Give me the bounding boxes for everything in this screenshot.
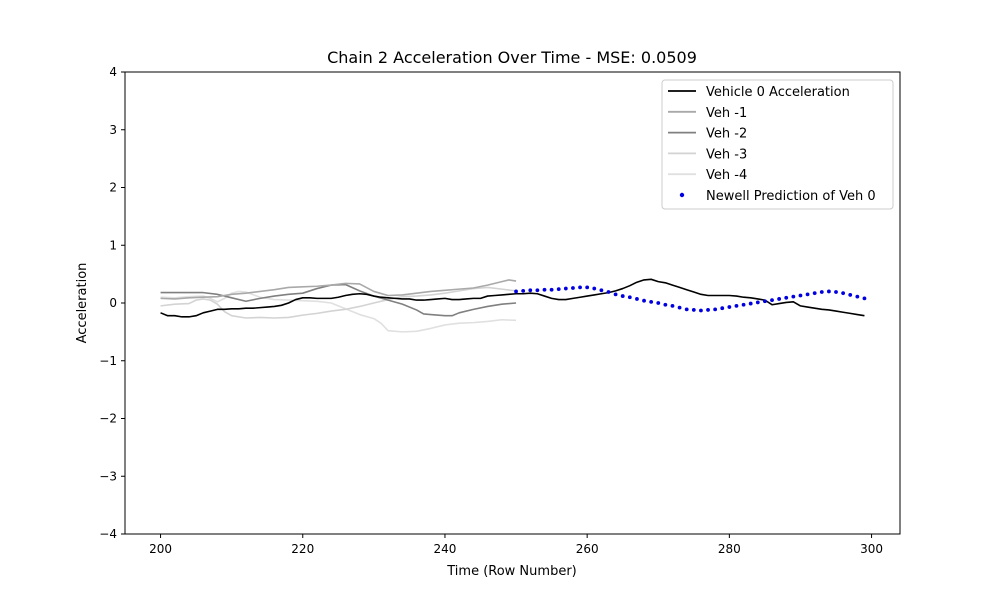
x-axis: 200 220 240 260 280 300 <box>149 534 883 556</box>
x-tick-label: 240 <box>434 542 457 556</box>
x-axis-label: Time (Row Number) <box>446 564 576 579</box>
series-line <box>160 286 517 319</box>
prediction-point <box>613 292 618 297</box>
prediction-point <box>563 286 568 291</box>
legend: Vehicle 0 Acceleration Veh -1 Veh -2 Veh -3… <box>661 79 894 210</box>
prediction-point <box>670 303 675 308</box>
y-tick-label: 3 <box>109 123 117 137</box>
y-tick-label: −3 <box>99 469 117 483</box>
series-layer <box>160 278 867 333</box>
y-axis-label: Acceleration <box>75 263 90 344</box>
x-tick-label: 260 <box>576 542 599 556</box>
prediction-point <box>578 285 582 290</box>
y-axis: −4 −3 −2 −1 0 1 2 3 4 <box>99 65 125 541</box>
y-tick-label: −2 <box>99 412 117 426</box>
prediction-point <box>699 308 703 313</box>
prediction-point <box>514 289 518 294</box>
prediction-point <box>791 294 796 299</box>
prediction-point <box>848 293 853 297</box>
prediction-point <box>706 308 710 312</box>
legend-label: Vehicle 0 Acceleration <box>706 85 850 100</box>
legend-label: Veh -4 <box>706 168 747 183</box>
prediction-point <box>599 288 604 293</box>
series-line <box>160 290 517 333</box>
prediction-point <box>727 305 732 309</box>
prediction-point <box>627 295 632 300</box>
prediction-point <box>748 301 753 306</box>
prediction-point <box>819 290 824 294</box>
prediction-point <box>535 288 540 293</box>
prediction-point <box>620 294 625 298</box>
y-tick-label: 0 <box>109 296 117 310</box>
x-tick-label: 200 <box>149 542 172 556</box>
series-line <box>160 278 865 318</box>
prediction-point <box>784 295 789 300</box>
prediction-point <box>556 287 561 292</box>
legend-label: Veh -1 <box>706 106 747 121</box>
plot-area <box>124 71 901 535</box>
prediction-point <box>521 288 526 293</box>
prediction-point <box>770 298 774 303</box>
legend-label: Veh -2 <box>706 127 747 142</box>
prediction-point <box>649 299 654 304</box>
y-tick-label: 2 <box>109 181 117 195</box>
prediction-point <box>741 302 746 307</box>
y-tick-label: 4 <box>109 65 117 79</box>
x-tick-label: 300 <box>860 542 883 556</box>
x-tick-label: 220 <box>291 542 314 556</box>
legend-swatch <box>679 192 685 198</box>
prediction-point <box>734 303 739 308</box>
prediction-point <box>713 307 718 312</box>
prediction-point <box>677 305 682 310</box>
prediction-point <box>642 298 646 303</box>
prediction-point <box>663 302 668 307</box>
prediction-point <box>606 290 611 294</box>
prediction-point <box>691 308 696 312</box>
legend-box <box>661 79 894 210</box>
prediction-point <box>571 286 575 290</box>
prediction-point <box>812 291 817 296</box>
prediction-point <box>834 290 838 294</box>
prediction-point <box>862 296 867 301</box>
prediction-point <box>827 289 831 294</box>
prediction-point <box>720 306 725 311</box>
prediction-point <box>798 293 803 298</box>
prediction-point <box>755 300 760 305</box>
y-tick-label: −4 <box>99 527 117 541</box>
chart-title: Chain 2 Acceleration Over Time - MSE: 0.… <box>327 48 697 67</box>
x-tick-label: 280 <box>718 542 741 556</box>
prediction-point <box>542 287 547 292</box>
prediction-point <box>855 294 860 299</box>
prediction-point <box>684 307 689 312</box>
prediction-point <box>549 287 554 292</box>
legend-label: Newell Prediction of Veh 0 <box>706 189 876 204</box>
prediction-point <box>585 285 590 290</box>
prediction-point <box>528 288 533 293</box>
prediction-point <box>805 292 810 297</box>
prediction-point <box>777 297 782 301</box>
prediction-point <box>656 301 661 305</box>
prediction-point <box>635 297 639 301</box>
y-tick-label: 1 <box>109 238 117 252</box>
prediction-point <box>841 291 846 296</box>
y-tick-label: −1 <box>99 354 117 368</box>
legend-label: Veh -3 <box>706 147 747 162</box>
series-line <box>160 279 517 300</box>
prediction-point <box>592 286 597 291</box>
prediction-point <box>763 299 767 304</box>
